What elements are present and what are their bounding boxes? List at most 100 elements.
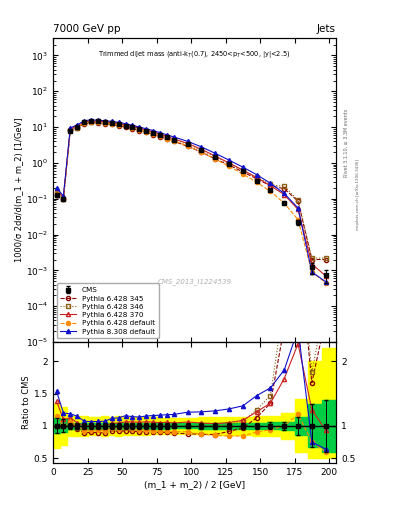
Pythia 6.428 345 — [82, 120, 86, 126]
Pythia 8.308 default — [151, 127, 156, 134]
Pythia 6.428 370 — [82, 119, 86, 125]
Pythia 6.428 346 — [89, 119, 94, 125]
Pythia 6.428 default — [165, 136, 169, 142]
Pythia 6.428 346 — [109, 120, 114, 126]
Pythia 6.428 346 — [103, 120, 107, 126]
Pythia 8.308 default — [116, 119, 121, 125]
Pythia 6.428 345 — [323, 257, 328, 263]
Pythia 6.428 346 — [137, 126, 142, 132]
Pythia 6.428 default — [123, 123, 128, 130]
Pythia 8.308 default — [268, 180, 273, 186]
Pythia 6.428 346 — [213, 154, 218, 160]
Pythia 8.308 default — [171, 134, 176, 140]
Line: Pythia 6.428 default: Pythia 6.428 default — [54, 120, 328, 285]
Text: Jets: Jets — [317, 24, 336, 34]
Pythia 8.308 default — [213, 150, 218, 156]
Pythia 6.428 370 — [165, 133, 169, 139]
Pythia 6.428 345 — [185, 143, 190, 150]
Pythia 6.428 default — [82, 120, 86, 126]
Pythia 6.428 345 — [123, 124, 128, 130]
Pythia 6.428 346 — [68, 127, 73, 133]
Pythia 8.308 default — [254, 172, 259, 178]
Pythia 6.428 370 — [199, 146, 204, 153]
Pythia 6.428 345 — [254, 176, 259, 182]
Pythia 6.428 346 — [123, 123, 128, 129]
Pythia 6.428 default — [130, 125, 135, 131]
Pythia 8.308 default — [282, 190, 286, 197]
Pythia 6.428 default — [75, 124, 79, 130]
Pythia 6.428 370 — [158, 131, 162, 137]
Pythia 6.428 370 — [109, 119, 114, 125]
Pythia 6.428 370 — [282, 191, 286, 198]
Pythia 8.308 default — [123, 120, 128, 126]
Pythia 6.428 default — [89, 119, 94, 125]
Pythia 6.428 default — [103, 120, 107, 126]
Pythia 8.308 default — [323, 279, 328, 285]
Pythia 6.428 default — [158, 133, 162, 139]
Pythia 8.308 default — [103, 118, 107, 124]
Pythia 6.428 370 — [103, 119, 107, 125]
Pythia 6.428 346 — [199, 147, 204, 153]
Pythia 6.428 370 — [54, 186, 59, 193]
Pythia 6.428 370 — [68, 125, 73, 132]
Pythia 8.308 default — [61, 193, 66, 199]
Pythia 6.428 345 — [241, 169, 245, 175]
Pythia 6.428 346 — [296, 197, 300, 203]
Pythia 6.428 370 — [61, 194, 66, 200]
Pythia 6.428 370 — [123, 122, 128, 128]
Pythia 6.428 370 — [89, 118, 94, 124]
Pythia 6.428 345 — [296, 198, 300, 204]
Pythia 6.428 default — [310, 269, 314, 275]
Text: Rivet 3.1.10, ≥ 3.3M events: Rivet 3.1.10, ≥ 3.3M events — [344, 109, 349, 178]
Pythia 6.428 345 — [54, 191, 59, 198]
Pythia 6.428 370 — [116, 120, 121, 126]
Pythia 6.428 default — [68, 126, 73, 133]
Pythia 6.428 346 — [130, 124, 135, 131]
Pythia 6.428 370 — [227, 160, 231, 166]
Pythia 8.308 default — [75, 122, 79, 128]
Pythia 8.308 default — [54, 185, 59, 191]
Pythia 6.428 346 — [227, 160, 231, 166]
Pythia 6.428 345 — [61, 196, 66, 202]
Pythia 6.428 default — [61, 196, 66, 202]
Pythia 6.428 default — [116, 122, 121, 128]
Pythia 8.308 default — [296, 205, 300, 211]
Pythia 8.308 default — [95, 117, 100, 123]
Pythia 6.428 346 — [75, 124, 79, 131]
Pythia 6.428 346 — [323, 255, 328, 261]
Pythia 6.428 345 — [282, 186, 286, 192]
Line: Pythia 6.428 370: Pythia 6.428 370 — [54, 119, 328, 278]
Pythia 8.308 default — [89, 117, 94, 123]
Line: Pythia 6.428 346: Pythia 6.428 346 — [54, 120, 328, 260]
Pythia 6.428 345 — [165, 136, 169, 142]
Pythia 6.428 346 — [54, 191, 59, 198]
Pythia 6.428 default — [213, 156, 218, 162]
Pythia 6.428 default — [199, 149, 204, 155]
Pythia 6.428 346 — [151, 130, 156, 136]
Pythia 6.428 345 — [199, 149, 204, 155]
Pythia 6.428 default — [185, 143, 190, 149]
Pythia 8.308 default — [310, 269, 314, 275]
Pythia 6.428 346 — [82, 120, 86, 126]
Pythia 6.428 346 — [241, 167, 245, 174]
Pythia 6.428 346 — [95, 119, 100, 125]
Pythia 6.428 345 — [158, 134, 162, 140]
Pythia 6.428 default — [137, 127, 142, 133]
Pythia 6.428 default — [54, 189, 59, 196]
Pythia 6.428 370 — [213, 153, 218, 159]
Pythia 6.428 345 — [103, 120, 107, 126]
Pythia 6.428 346 — [158, 132, 162, 138]
Pythia 8.308 default — [109, 118, 114, 124]
Pythia 6.428 default — [151, 131, 156, 137]
Pythia 8.308 default — [165, 132, 169, 138]
Line: Pythia 6.428 345: Pythia 6.428 345 — [54, 120, 328, 262]
Pythia 6.428 default — [109, 120, 114, 126]
Pythia 6.428 default — [296, 217, 300, 223]
Pythia 6.428 370 — [241, 167, 245, 173]
Pythia 8.308 default — [137, 124, 142, 130]
Pythia 6.428 346 — [61, 196, 66, 202]
Pythia 6.428 default — [227, 163, 231, 169]
Pythia 6.428 345 — [171, 138, 176, 144]
Pythia 6.428 370 — [185, 140, 190, 146]
Pythia 6.428 345 — [151, 132, 156, 138]
